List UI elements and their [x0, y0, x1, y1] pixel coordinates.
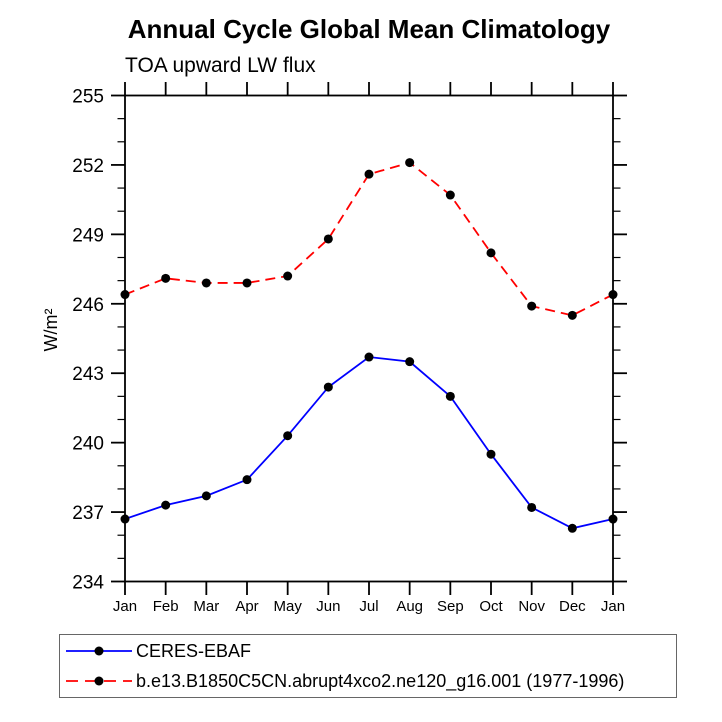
data-point [161, 500, 171, 510]
x-tick-label: Aug [396, 598, 423, 615]
chart-subtitle: TOA upward LW flux [125, 54, 316, 77]
x-tick-label: Jan [113, 598, 137, 615]
y-tick-label: 240 [72, 434, 104, 455]
y-tick-label: 255 [72, 87, 104, 108]
x-tick-labels: Jan Feb Mar Apr May Jun Jul Aug Sep Oct Nov Dec Jan [113, 598, 625, 615]
legend-item: b.e13.B1850C5CN.abrupt4xco2.ne120_g16.00… [64, 668, 676, 694]
data-point [120, 514, 130, 524]
data-point [201, 278, 211, 288]
legend-marker [94, 676, 104, 686]
x-tick-label: Jul [359, 598, 378, 615]
series-model [120, 158, 618, 320]
x-tick-label: Dec [559, 598, 586, 615]
y-tick-label: 252 [72, 156, 104, 177]
x-tick-label: May [273, 598, 302, 615]
y-tick-labels: 234 237 240 243 246 249 252 255 [72, 87, 104, 594]
data-point [608, 514, 618, 524]
chart-title: Annual Cycle Global Mean Climatology [127, 14, 611, 44]
legend-item: CERES-EBAF [64, 638, 676, 664]
data-point [283, 431, 293, 441]
legend: CERES-EBAF b.e13.B1850C5CN.abrupt4xco2.ne… [59, 634, 677, 698]
data-point [608, 290, 618, 300]
x-tick-label: Jun [316, 598, 340, 615]
x-tick-label: Mar [193, 598, 219, 615]
y-tick-label: 234 [72, 573, 104, 594]
x-axis-ticks-top [124, 82, 614, 96]
data-point [120, 290, 130, 300]
data-point [486, 248, 496, 258]
x-tick-label: Feb [153, 598, 179, 615]
series-line [124, 161, 614, 317]
data-point [283, 271, 293, 281]
data-point [445, 190, 455, 200]
y-tick-label: 246 [72, 295, 104, 316]
data-point [364, 352, 374, 362]
data-point [242, 278, 252, 288]
data-point [323, 234, 333, 244]
y-tick-label: 237 [72, 503, 104, 524]
data-point [527, 301, 537, 311]
y-tick-label: 243 [72, 364, 104, 385]
data-point [445, 391, 455, 401]
y-axis-ticks-left [111, 94, 125, 583]
data-point [405, 158, 415, 168]
y-tick-label: 249 [72, 225, 104, 246]
data-point [242, 475, 252, 485]
data-point [405, 357, 415, 367]
data-point [527, 502, 537, 512]
x-axis-ticks-bottom [124, 581, 614, 595]
plot-frame [124, 94, 614, 583]
data-point [201, 491, 211, 501]
legend-label: CERES-EBAF [136, 641, 252, 661]
legend-line-sample [66, 646, 132, 656]
data-point [567, 523, 577, 533]
data-point [486, 449, 496, 459]
legend-line-sample [66, 676, 132, 686]
y-axis-ticks-right [613, 94, 627, 583]
data-point [323, 382, 333, 392]
data-point [161, 273, 171, 283]
x-tick-label: Nov [518, 598, 545, 615]
data-point [567, 310, 577, 320]
x-tick-label: Apr [235, 598, 258, 615]
data-point [364, 169, 374, 179]
legend-marker [94, 646, 104, 656]
series-ceres-ebaf [120, 352, 618, 533]
series-line [124, 356, 614, 530]
x-tick-label: Jan [601, 598, 625, 615]
legend-label: b.e13.B1850C5CN.abrupt4xco2.ne120_g16.00… [136, 671, 625, 691]
x-tick-label: Sep [437, 598, 464, 615]
x-tick-label: Oct [479, 598, 503, 615]
